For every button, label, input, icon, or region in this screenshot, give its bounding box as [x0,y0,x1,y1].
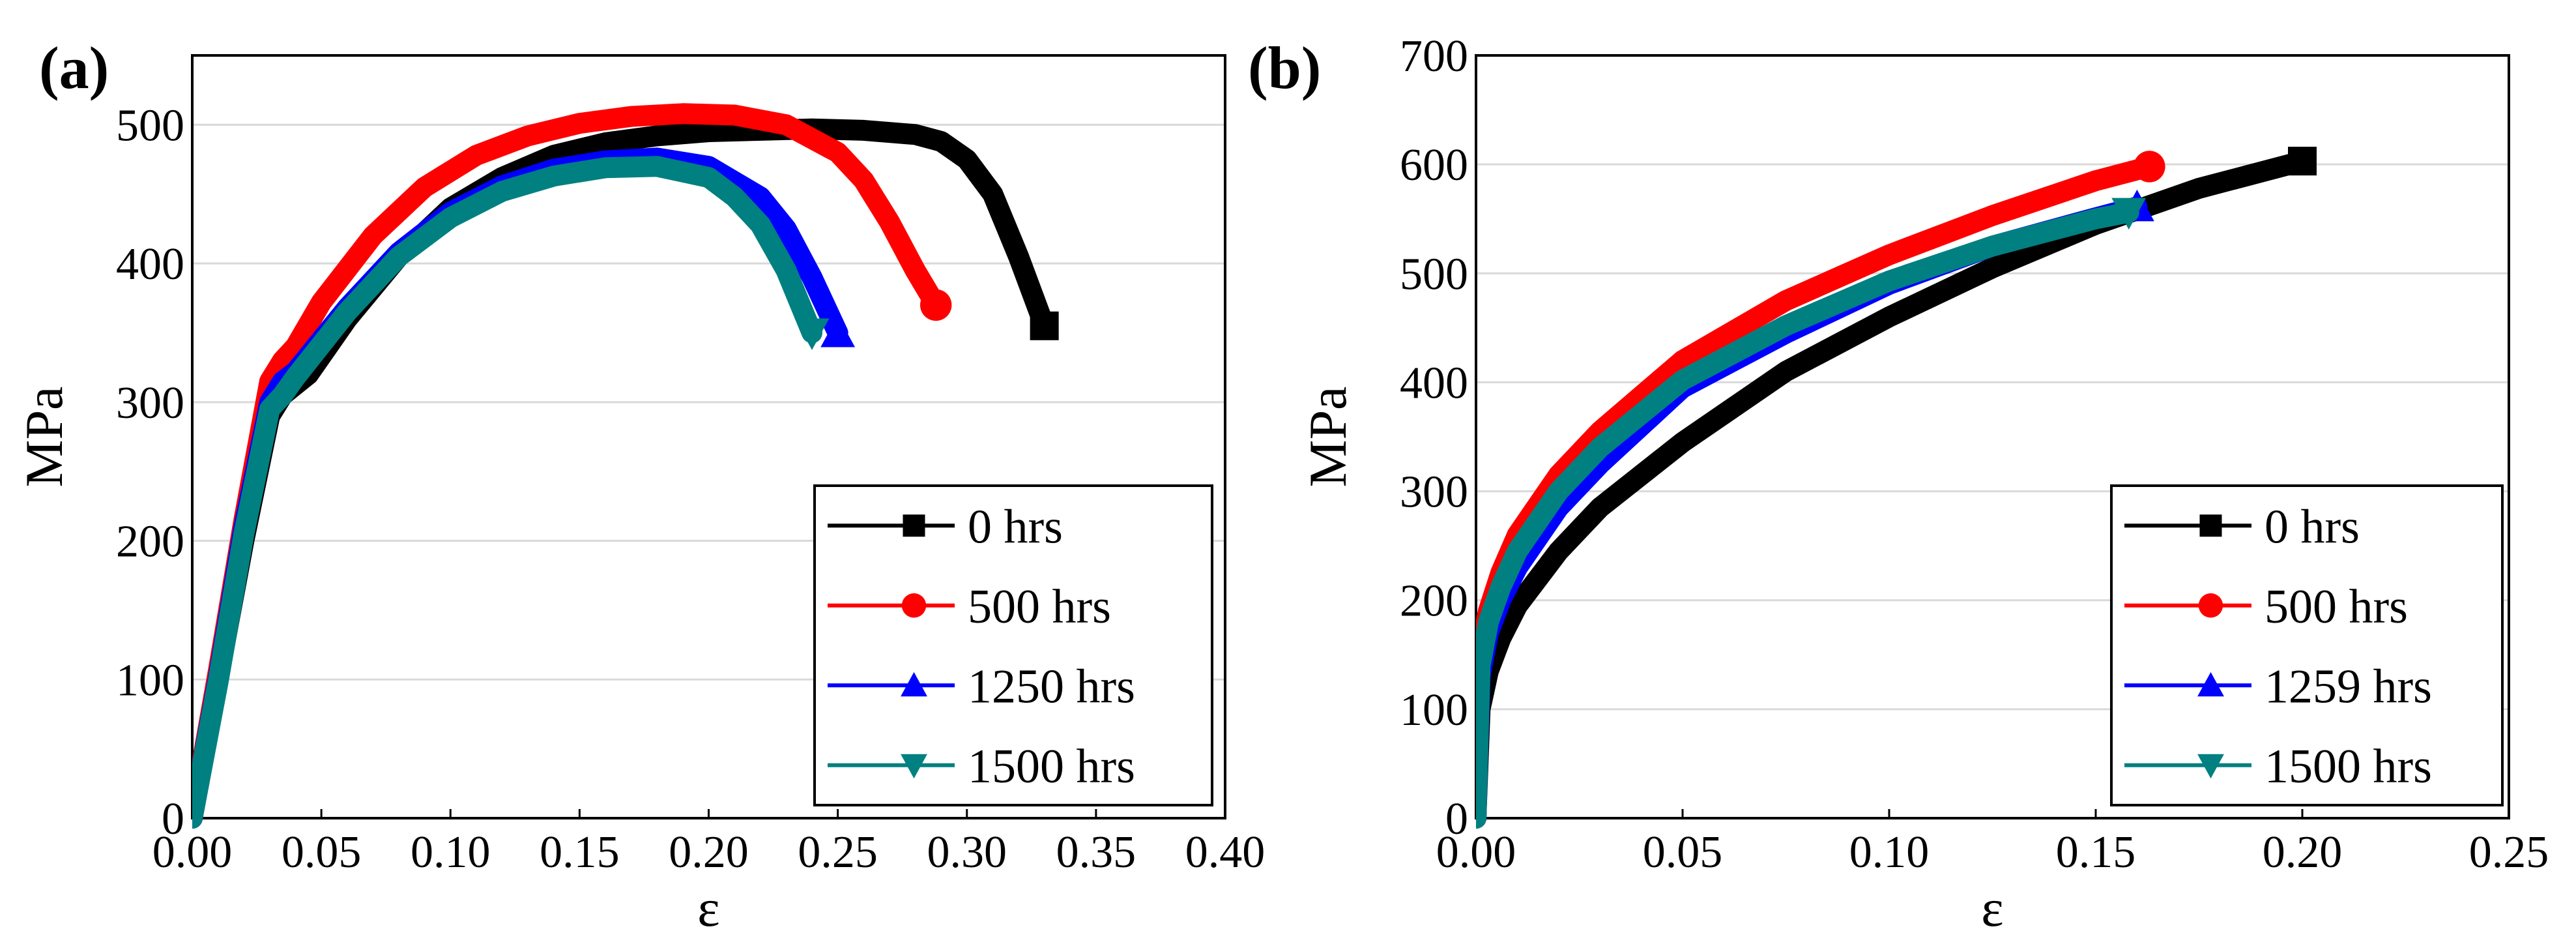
x-tick-label: 0.35 [1056,827,1136,878]
series-line [1476,201,2139,829]
y-axis-label: MPa [1298,387,1357,488]
legend: 0 hrs 500 hrs 1259 hrs 1500 hrs [2110,484,2504,806]
y-tick-label: 600 [1400,140,1468,190]
x-tick-label: 0.05 [282,827,362,878]
series-end-marker [794,318,830,350]
y-tick-label: 500 [116,100,184,151]
series-end-marker [2134,151,2165,183]
legend-box [2110,484,2504,806]
plot-frame [1475,54,2510,819]
legend-label: 0 hrs [968,500,1063,553]
legend-label: 1500 hrs [968,740,1135,793]
x-tick-label: 0.20 [2263,827,2343,878]
series-1500-hrs [1476,198,2147,829]
series-end-marker [920,289,952,321]
x-tick-label: 0.00 [152,827,233,878]
panel-label: (b) [1248,35,1321,101]
chart-panel-a: 0 100 200 300 400 500 0.00 0.05 0.10 0.15 0.20 0.25… [14,35,1265,937]
series-1500-hrs [192,156,830,829]
x-tick-label: 0.10 [411,827,491,878]
plot-frame [191,54,1226,819]
legend-box [813,484,1213,806]
legend-label: 500 hrs [968,580,1111,634]
legend-marker [2197,671,2224,697]
x-tick-label: 0.30 [927,827,1007,878]
y-tick-label: 500 [1400,249,1468,299]
y-tick-label: 100 [116,655,184,705]
y-axis-label: MPa [14,387,74,488]
legend-marker [901,671,927,697]
x-tick-label: 0.15 [540,827,620,878]
series-end-marker [820,316,856,347]
y-tick-label: 300 [1400,467,1468,518]
y-tick-label: 0 [1445,794,1468,844]
legend-label: 500 hrs [2265,580,2408,634]
panel-label: (a) [39,35,109,101]
y-tick-label: 400 [116,239,184,289]
chart-panel-b: 0 100 200 300 400 500 600 700 0.00 0.05 0.10 0.15 0.… [1248,31,2549,937]
y-tick-label: 200 [116,517,184,567]
legend-label: 1259 hrs [2265,660,2432,713]
series-line [192,156,822,829]
x-tick-label: 0.20 [669,827,749,878]
x-tick-label: 0.00 [1436,827,1516,878]
x-tick-label: 0.05 [1643,827,1723,878]
y-tick-label: 0 [162,794,184,844]
legend-marker [901,593,927,618]
x-axis-label: ε [697,878,719,937]
y-tick-label: 100 [1400,685,1468,735]
legend-marker [901,754,927,779]
legend-marker [2197,754,2224,779]
y-tick-label: 200 [1400,576,1468,627]
x-tick-label: 0.15 [2056,827,2136,878]
legend-marker [2198,593,2223,618]
y-tick-label: 700 [1400,31,1468,81]
series-end-marker [2288,147,2317,176]
y-tick-label: 400 [1400,358,1468,408]
x-tick-label: 0.25 [798,827,878,878]
series-end-marker [2111,198,2147,230]
x-tick-label: 0.25 [2469,827,2549,878]
y-tick-label: 300 [116,378,184,428]
x-axis-label: ε [1981,878,2003,937]
series-500-hrs [192,103,952,829]
legend: 0 hrs 500 hrs 1250 hrs 1500 hrs [813,484,1213,806]
legend-label: 1250 hrs [968,660,1135,713]
legend-label: 1500 hrs [2265,740,2432,793]
legend-label: 0 hrs [2265,500,2360,553]
series-end-marker [1030,311,1059,340]
x-tick-label: 0.10 [1849,827,1930,878]
x-tick-label: 0.40 [1185,827,1266,878]
legend-marker [2199,514,2222,537]
legend-marker [903,514,925,537]
series-line [192,103,947,829]
